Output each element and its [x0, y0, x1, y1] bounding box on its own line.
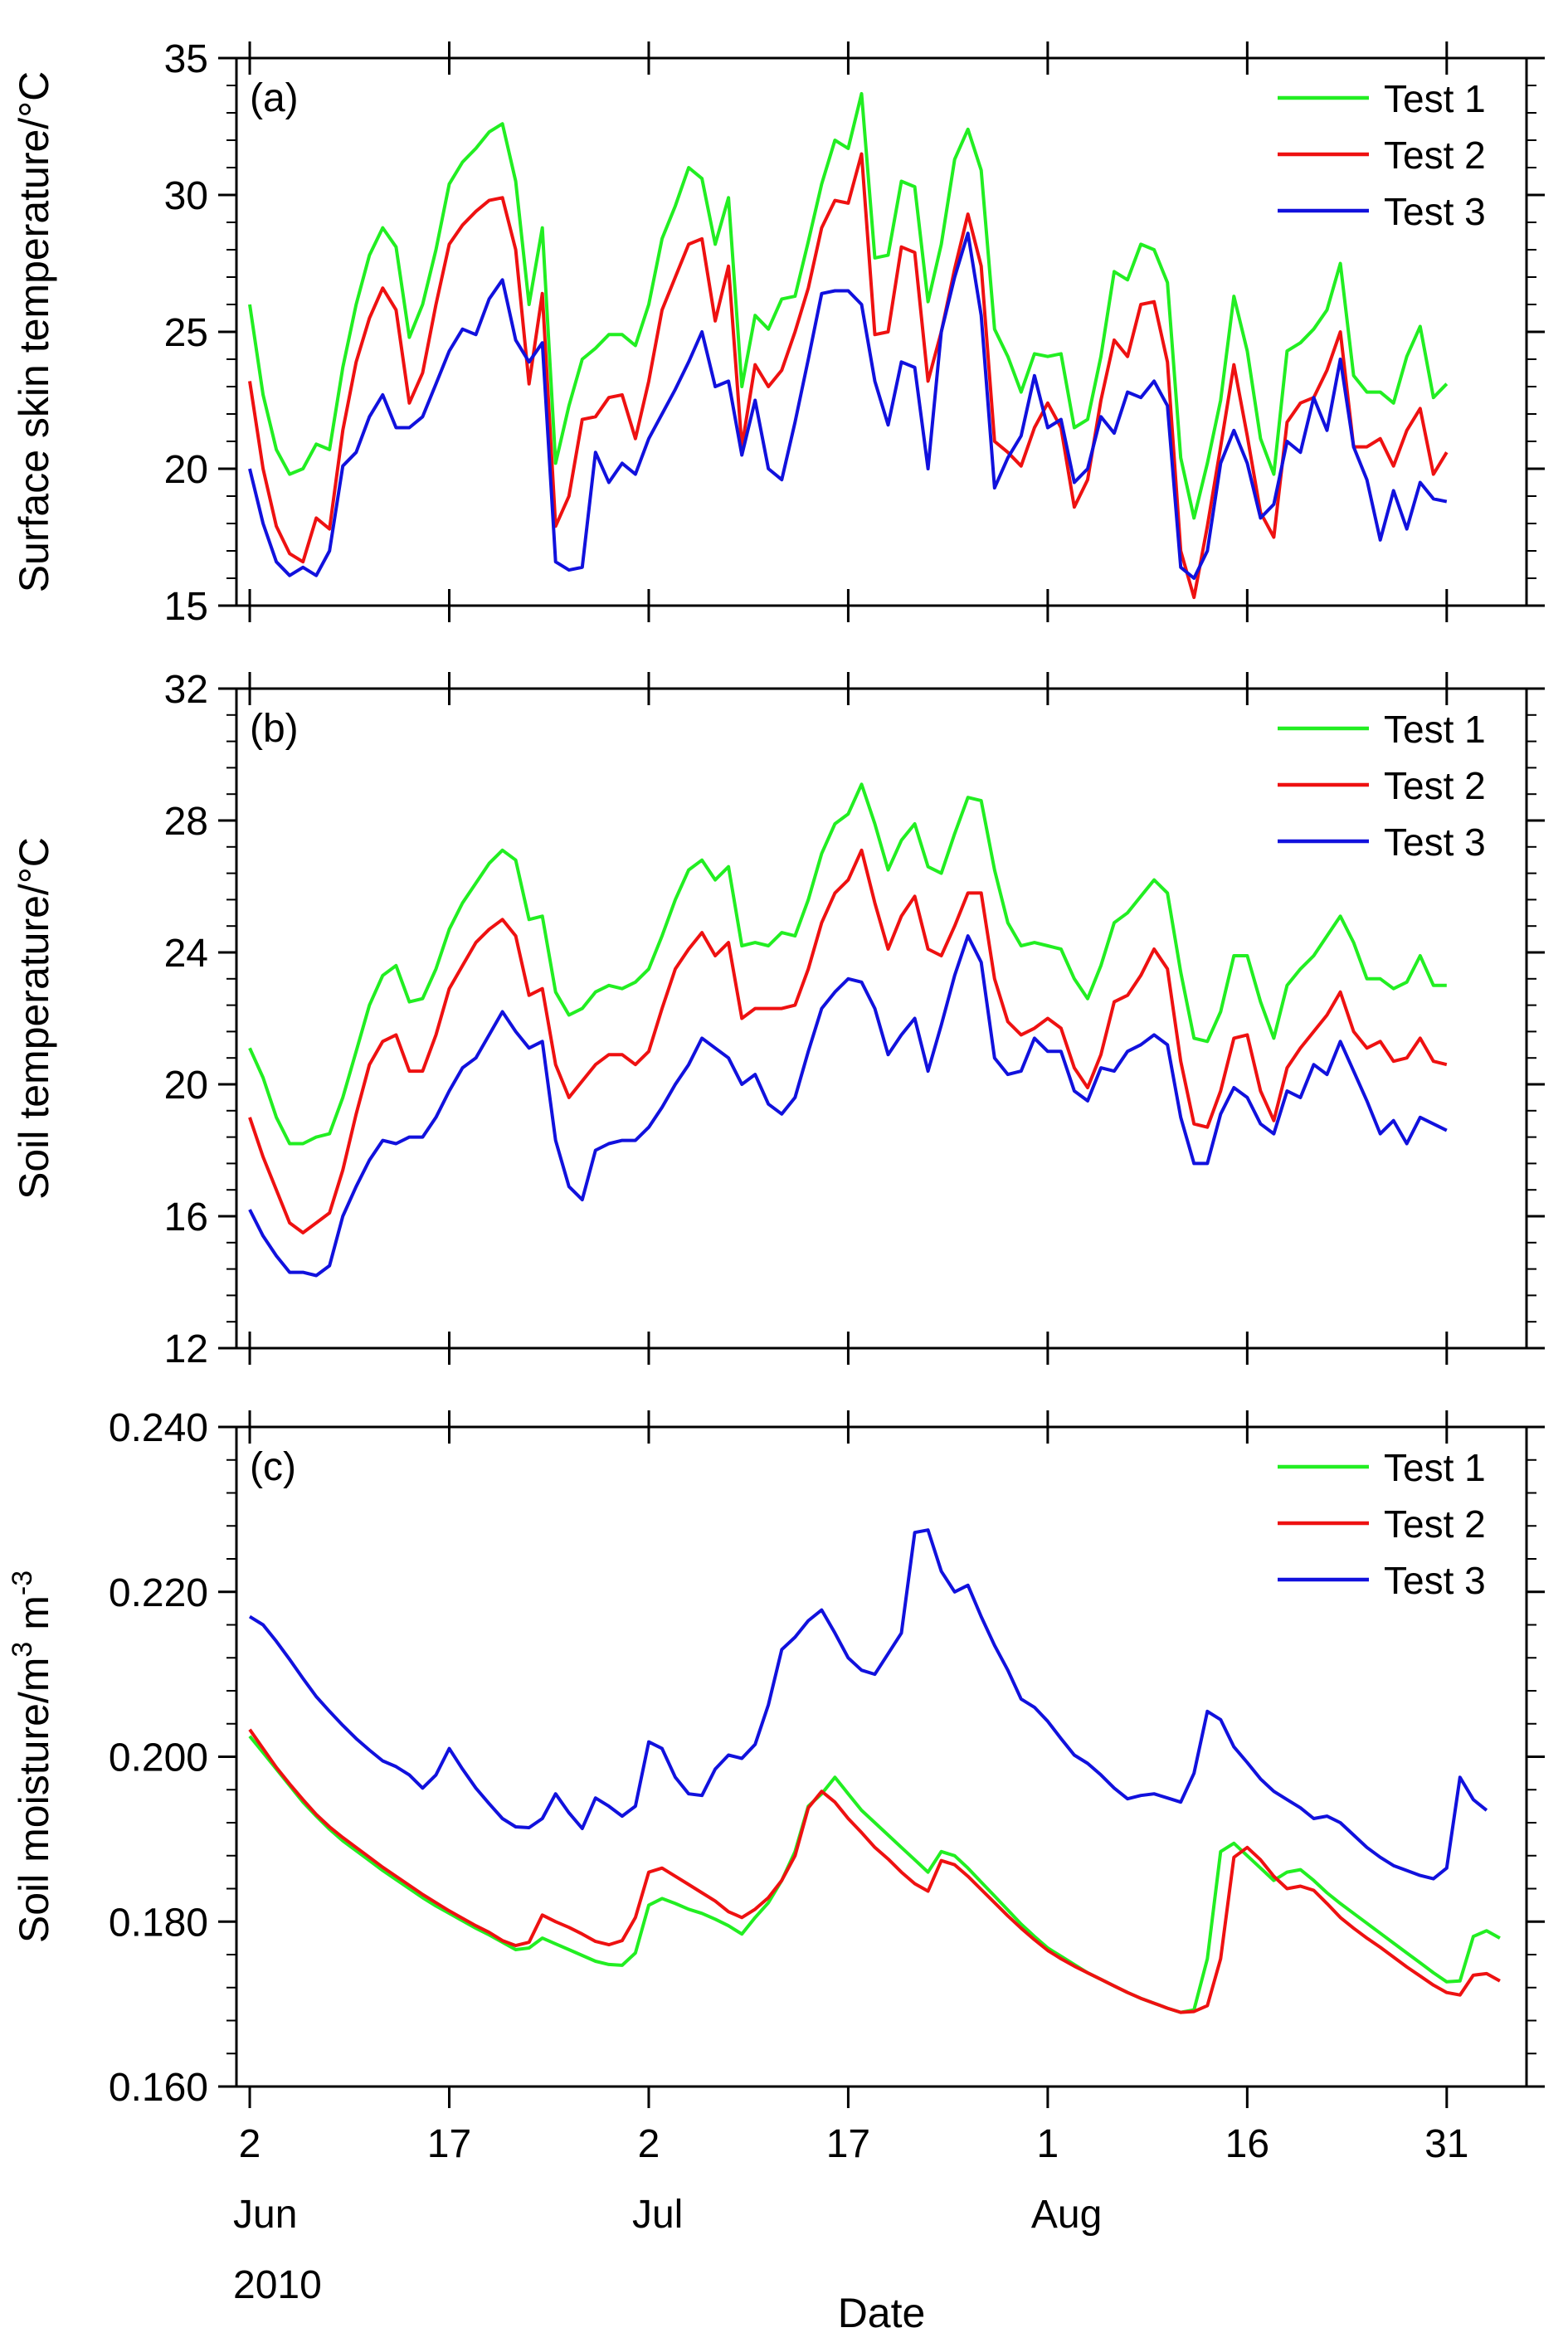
y-tick-label: 20: [164, 1064, 208, 1108]
legend-label: Test 2: [1384, 1502, 1486, 1546]
x-axis-title: Date: [838, 2290, 926, 2336]
y-tick-label: 25: [164, 311, 208, 355]
y-tick-label: 15: [164, 585, 208, 629]
y-axis-title-part: 3: [7, 1642, 38, 1658]
x-tick-label: 31: [1424, 2122, 1468, 2166]
y-axis-title-part: m: [11, 1595, 57, 1642]
x-tick-year: 2010: [233, 2263, 322, 2307]
x-tick-label: 17: [826, 2122, 870, 2166]
x-tick-month: Aug: [1031, 2193, 1102, 2237]
legend-label: Test 2: [1384, 134, 1486, 177]
y-tick-label: 28: [164, 800, 208, 844]
x-tick-label: 1: [1037, 2122, 1059, 2166]
x-tick-month: Jun: [233, 2193, 297, 2237]
y-tick-label: 0.220: [109, 1571, 208, 1615]
series-line-test-3: [248, 1528, 1488, 1881]
y-axis-title-part: -3: [7, 1570, 38, 1595]
x-tick-month: Jul: [632, 2193, 683, 2237]
y-tick-label: 30: [164, 174, 208, 218]
panel-label: (c): [250, 1445, 296, 1489]
y-tick-label: 0.180: [109, 1901, 208, 1945]
legend-label: Test 3: [1384, 821, 1486, 864]
y-axis-title-part: Soil moisture/m: [11, 1658, 57, 1944]
x-tick-label: 2: [239, 2122, 261, 2166]
y-tick-label: 0.160: [109, 2066, 208, 2110]
x-tick-label: 2: [638, 2122, 660, 2166]
legend-label: Test 1: [1384, 77, 1486, 120]
series-line-test-3: [248, 934, 1448, 1278]
y-axis-title: Soil temperature/°C: [11, 837, 57, 1200]
legend-label: Test 1: [1384, 708, 1486, 751]
panel-1: 15 20 25 30 35 Surface skin temperature/°C (a)…: [11, 37, 1545, 629]
y-axis-title: Surface skin temperature/°C: [11, 71, 57, 593]
series-line-test-3: [248, 231, 1448, 580]
x-tick-label: 16: [1225, 2122, 1269, 2166]
panel-label: (b): [250, 707, 299, 751]
panel-2: 12 16 20 24 28 32 Soil temperature/°C (b) Test 1…: [11, 668, 1545, 1371]
y-tick-label: 12: [164, 1327, 208, 1371]
panel-label: (a): [250, 76, 299, 120]
y-axis-title: Soil moisture/m3 m-3: [7, 1570, 57, 1943]
plot-frame: [235, 687, 1528, 1350]
y-tick-label: 32: [164, 668, 208, 712]
x-tick-label: 17: [427, 2122, 471, 2166]
y-tick-label: 35: [164, 37, 208, 81]
legend-label: Test 2: [1384, 764, 1486, 807]
legend-label: Test 1: [1384, 1446, 1486, 1489]
series-line-test-1: [248, 782, 1447, 1146]
series-line-test-1: [248, 91, 1449, 520]
x-ticks: 2 Jun 2010 17 2 Jul 17 1 Aug 16 31: [233, 41, 1469, 2307]
panel-3: 0.160 0.180 0.200 0.220 0.240 Soil moisture/m…: [7, 1406, 1545, 2110]
y-tick-label: 0.240: [109, 1406, 208, 1450]
panels: 15 20 25 30 35 Surface skin temperature/°C (a)…: [7, 37, 1545, 2307]
y-tick-label: 16: [164, 1195, 208, 1239]
legend-label: Test 3: [1384, 190, 1486, 233]
y-tick-label: 24: [164, 932, 208, 976]
series-line-test-2: [248, 152, 1449, 600]
series-line-test-2: [248, 1728, 1501, 2014]
y-tick-label: 20: [164, 448, 208, 492]
series-line-test-1: [248, 1735, 1501, 2014]
series-line-test-2: [248, 848, 1448, 1234]
y-tick-label: 0.200: [109, 1736, 208, 1780]
plot-frame: [235, 1425, 1528, 2088]
legend-label: Test 3: [1384, 1559, 1486, 1602]
